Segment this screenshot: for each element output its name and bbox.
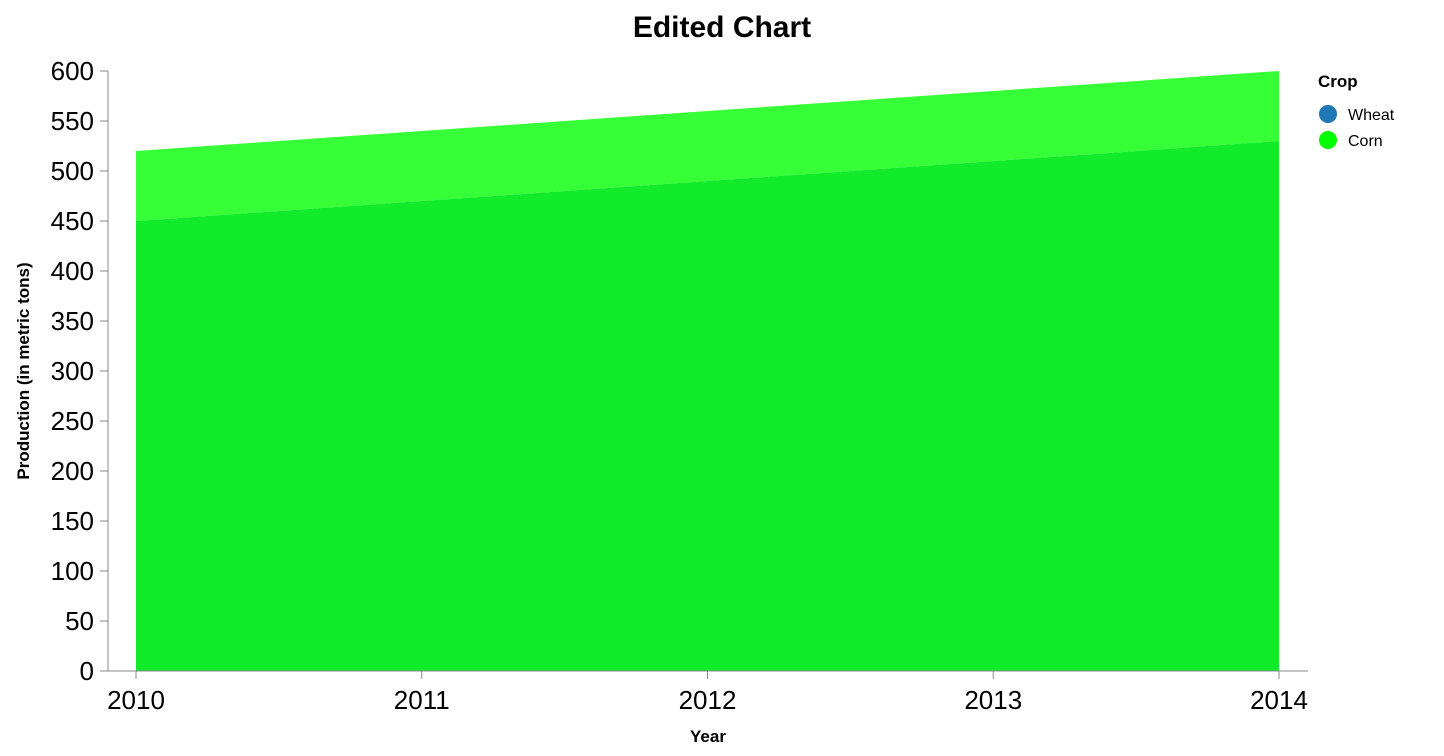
legend-swatch-corn xyxy=(1319,131,1337,149)
y-tick-label: 300 xyxy=(51,356,94,386)
y-tick-label: 550 xyxy=(51,106,94,136)
x-tick-label: 2010 xyxy=(107,685,165,715)
y-tick-label: 450 xyxy=(51,206,94,236)
y-tick-label: 100 xyxy=(51,556,94,586)
y-tick-label: 50 xyxy=(65,606,94,636)
y-tick-label: 500 xyxy=(51,156,94,186)
y-axis-title: Production (in metric tons) xyxy=(14,262,33,479)
y-tick-label: 0 xyxy=(80,656,94,686)
y-tick-label: 350 xyxy=(51,306,94,336)
x-tick-label: 2013 xyxy=(964,685,1022,715)
legend-title: Crop xyxy=(1318,72,1358,91)
chart-title: Edited Chart xyxy=(633,11,811,44)
y-tick-label: 150 xyxy=(51,506,94,536)
y-tick-label: 600 xyxy=(51,56,94,86)
area-series-corn xyxy=(136,71,1279,221)
areas-layer xyxy=(136,71,1279,671)
y-tick-label: 400 xyxy=(51,256,94,286)
x-axis: 2010 2011 2012 2013 2014 xyxy=(107,670,1308,715)
legend-label-wheat: Wheat xyxy=(1348,107,1395,124)
legend-label-corn: Corn xyxy=(1348,133,1383,150)
y-axis: 0 50 100 150 200 250 300 350 400 450 500 550 600 xyxy=(51,56,109,686)
x-axis-title: Year xyxy=(690,727,726,746)
legend: Crop Wheat Corn xyxy=(1318,72,1395,150)
x-tick-label: 2011 xyxy=(394,685,450,715)
x-tick-label: 2012 xyxy=(679,685,737,715)
area-series-wheat xyxy=(136,141,1279,671)
y-tick-label: 200 xyxy=(51,456,94,486)
x-tick-label: 2014 xyxy=(1250,685,1308,715)
legend-swatch-wheat xyxy=(1319,105,1337,123)
y-tick-label: 250 xyxy=(51,406,94,436)
